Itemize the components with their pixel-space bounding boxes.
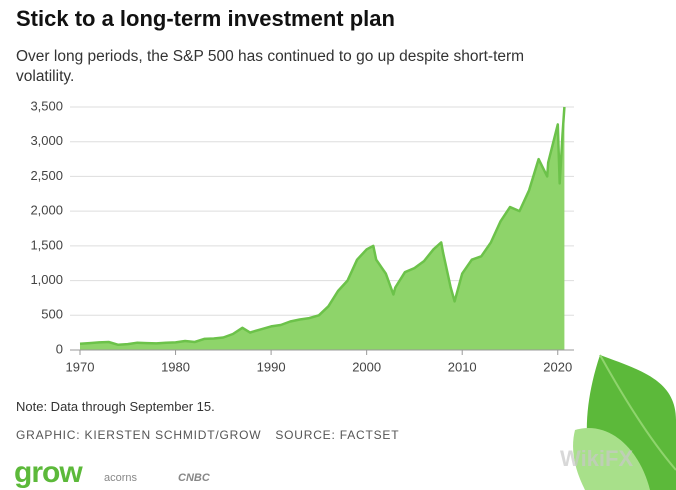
title: Stick to a long-term investment plan (16, 6, 395, 31)
x-tick-label: 1990 (257, 359, 286, 374)
y-tick-label: 3,500 (30, 98, 63, 113)
y-tick-label: 3,000 (30, 133, 63, 148)
note: Note: Data through September 15. (16, 399, 215, 414)
subtitle: Over long periods, the S&P 500 has conti… (16, 48, 525, 85)
graphic-credit: GRAPHIC: KIERSTEN SCHMIDT/GROW (16, 428, 262, 442)
partner-logo: CNBC (178, 472, 210, 484)
leaf-vein (599, 354, 676, 471)
leaf (573, 428, 650, 490)
source: SOURCE: FACTSET (275, 428, 400, 442)
x-tick-label: 2020 (543, 359, 572, 374)
area-line (79, 106, 566, 347)
x-tick-label: 2000 (352, 359, 381, 374)
brand-logo: grow (14, 456, 83, 489)
y-tick-label: 2,500 (30, 168, 63, 183)
x-tick-label: 2010 (448, 359, 477, 374)
chart: 0 500 1,000 1,500 2,000 2,500 3,000 3,500 1970 19… (30, 98, 574, 374)
area (80, 107, 565, 350)
y-tick-label: 1,000 (30, 272, 63, 287)
partner-logo: acorns (104, 472, 138, 484)
x-tick-label: 1980 (161, 359, 190, 374)
y-tick-label: 0 (56, 341, 63, 356)
y-tick-label: 500 (41, 307, 63, 322)
y-tick-label: 1,500 (30, 237, 63, 252)
x-tick-label: 1970 (66, 359, 95, 374)
credits: GRAPHIC: KIERSTEN SCHMIDT/GROW SOURCE: FA… (16, 428, 399, 442)
y-tick-label: 2,000 (30, 203, 63, 218)
watermark: WikiFX (560, 446, 634, 471)
